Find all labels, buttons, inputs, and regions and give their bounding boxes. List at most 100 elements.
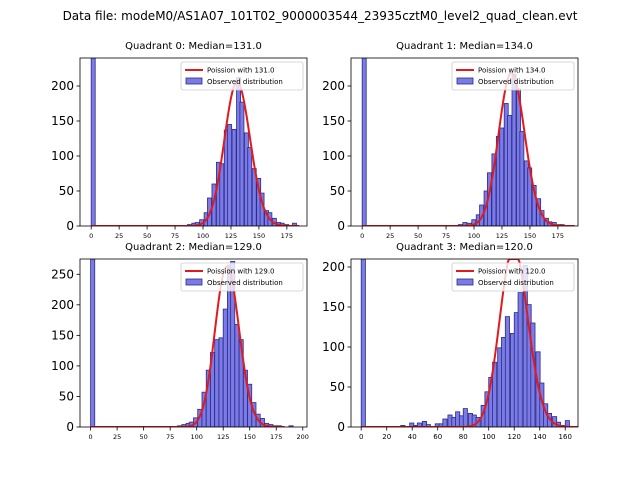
- x-tick-label: 25: [113, 433, 121, 441]
- x-tick-label: 125: [225, 232, 237, 240]
- x-axis: 0 25 50 75 100 125 150 175 200: [89, 427, 309, 441]
- x-tick-label: 50: [143, 232, 151, 240]
- y-tick-label: 0: [66, 420, 74, 434]
- histogram-bar: [234, 323, 240, 427]
- x-tick-label: 0: [89, 433, 93, 441]
- y-axis: 0 50 100 150 200: [322, 79, 351, 233]
- histogram-bar: [519, 131, 525, 226]
- x-tick-label: 75: [442, 232, 450, 240]
- histogram-bar: [218, 337, 224, 427]
- figure-suptitle: Data file: modeM0/AS1A07_101T02_90000035…: [63, 9, 578, 23]
- histogram-bar: [416, 422, 422, 427]
- legend-box: [451, 262, 575, 292]
- axes-frame: [79, 57, 308, 227]
- histogram-bar: [425, 424, 431, 427]
- histogram-bars: [90, 58, 297, 226]
- y-tick-label: 250: [51, 267, 74, 281]
- x-tick-label: 175: [552, 232, 564, 240]
- legend-box: [180, 262, 304, 292]
- axes-frame: [350, 258, 579, 428]
- histogram-bar: [499, 127, 505, 226]
- legend-label-observed: Observed distribution: [207, 78, 283, 86]
- y-tick-label: 50: [330, 184, 345, 198]
- y-tick-label: 200: [51, 298, 74, 312]
- legend-label-observed: Observed distribution: [207, 279, 283, 287]
- legend: Poission with 134.0 Observed distribution: [451, 61, 575, 91]
- y-tick-label: 100: [322, 340, 345, 354]
- x-tick-label: 40: [408, 433, 417, 441]
- x-axis: 0 25 50 75 100 125 150 175: [89, 226, 293, 240]
- legend-bar-swatch: [185, 77, 203, 85]
- subplot-title: Quadrant 0: Median=131.0: [125, 41, 262, 52]
- histogram-bar: [227, 124, 233, 226]
- x-tick-label: 60: [433, 433, 442, 441]
- x-tick-label: 100: [482, 433, 495, 441]
- y-tick-label: 0: [337, 420, 345, 434]
- histogram-bar: [462, 408, 468, 427]
- x-tick-label: 25: [115, 232, 123, 240]
- histogram-bar: [239, 101, 245, 226]
- x-axis: 0 25 50 75 100 125 150 175: [360, 226, 564, 240]
- y-tick-label: 200: [322, 79, 345, 93]
- histogram-bar: [507, 115, 512, 226]
- legend-bar-swatch: [456, 77, 474, 85]
- y-tick-label: 200: [322, 260, 345, 274]
- x-tick-label: 160: [559, 433, 572, 441]
- x-tick-label: 120: [508, 433, 521, 441]
- x-tick-label: 140: [533, 433, 546, 441]
- histogram-bar: [90, 259, 96, 427]
- x-tick-label: 0: [89, 232, 93, 240]
- histogram-bar: [462, 222, 468, 226]
- histogram-bar: [90, 58, 96, 226]
- histogram-bar: [222, 308, 228, 427]
- x-tick-label: 100: [468, 232, 480, 240]
- legend-bar-swatch: [456, 278, 474, 286]
- x-tick-label: 150: [524, 232, 536, 240]
- legend-label-poisson: Poission with 120.0: [478, 268, 546, 276]
- subplot-quadrant-1: Quadrant 1: Median=134.0 0 25 50 75 100 125 150…: [322, 41, 579, 240]
- y-axis: 0 50 100 150 200: [51, 79, 80, 233]
- x-tick-label: 100: [190, 433, 202, 441]
- subplot-quadrant-0: Quadrant 0: Median=131.0 0 25 50 75 100 125 150…: [51, 41, 308, 240]
- histogram-bar: [564, 420, 570, 427]
- poisson-fit-line: [90, 265, 285, 427]
- legend-label-poisson: Poission with 129.0: [207, 268, 275, 276]
- axes-frame: [79, 258, 308, 428]
- x-tick-label: 100: [197, 232, 209, 240]
- y-tick-label: 50: [59, 389, 74, 403]
- y-tick-label: 100: [51, 149, 74, 163]
- histogram-bar: [504, 316, 510, 427]
- legend: Poission with 129.0 Observed distribution: [180, 262, 304, 292]
- y-tick-label: 150: [322, 300, 345, 314]
- legend-label-observed: Observed distribution: [478, 78, 554, 86]
- x-tick-label: 200: [297, 433, 309, 441]
- histogram-bar: [360, 259, 366, 427]
- y-tick-label: 150: [322, 114, 345, 128]
- histogram-bar: [442, 418, 448, 427]
- y-tick-label: 200: [51, 79, 74, 93]
- histogram-bars: [90, 259, 294, 427]
- x-tick-label: 75: [171, 232, 179, 240]
- legend: Poission with 120.0 Observed distribution: [451, 262, 575, 292]
- legend-bar-swatch: [185, 278, 203, 286]
- x-tick-label: 25: [386, 232, 394, 240]
- x-tick-label: 50: [414, 232, 422, 240]
- x-tick-label: 150: [253, 232, 265, 240]
- legend-label-observed: Observed distribution: [478, 279, 554, 287]
- histogram-bar: [511, 73, 517, 226]
- subplot-title: Quadrant 2: Median=129.0: [125, 242, 262, 253]
- subplot-grid: Quadrant 0: Median=131.0 0 25 50 75 100 125 150…: [51, 41, 579, 441]
- y-tick-label: 50: [59, 184, 74, 198]
- x-tick-label: 150: [244, 433, 256, 441]
- histogram-bar: [231, 128, 237, 226]
- y-tick-label: 100: [51, 359, 74, 373]
- histogram-bar: [361, 58, 367, 226]
- subplot-quadrant-3: Quadrant 3: Median=120.0 0 20 40 60 80 100 120 1…: [322, 242, 579, 441]
- legend-box: [451, 61, 575, 91]
- subplot-title: Quadrant 3: Median=120.0: [396, 242, 533, 253]
- y-tick-label: 150: [51, 328, 74, 342]
- y-tick-label: 100: [322, 149, 345, 163]
- subplot-title: Quadrant 1: Median=134.0: [396, 41, 533, 52]
- legend-label-poisson: Poission with 134.0: [478, 67, 546, 75]
